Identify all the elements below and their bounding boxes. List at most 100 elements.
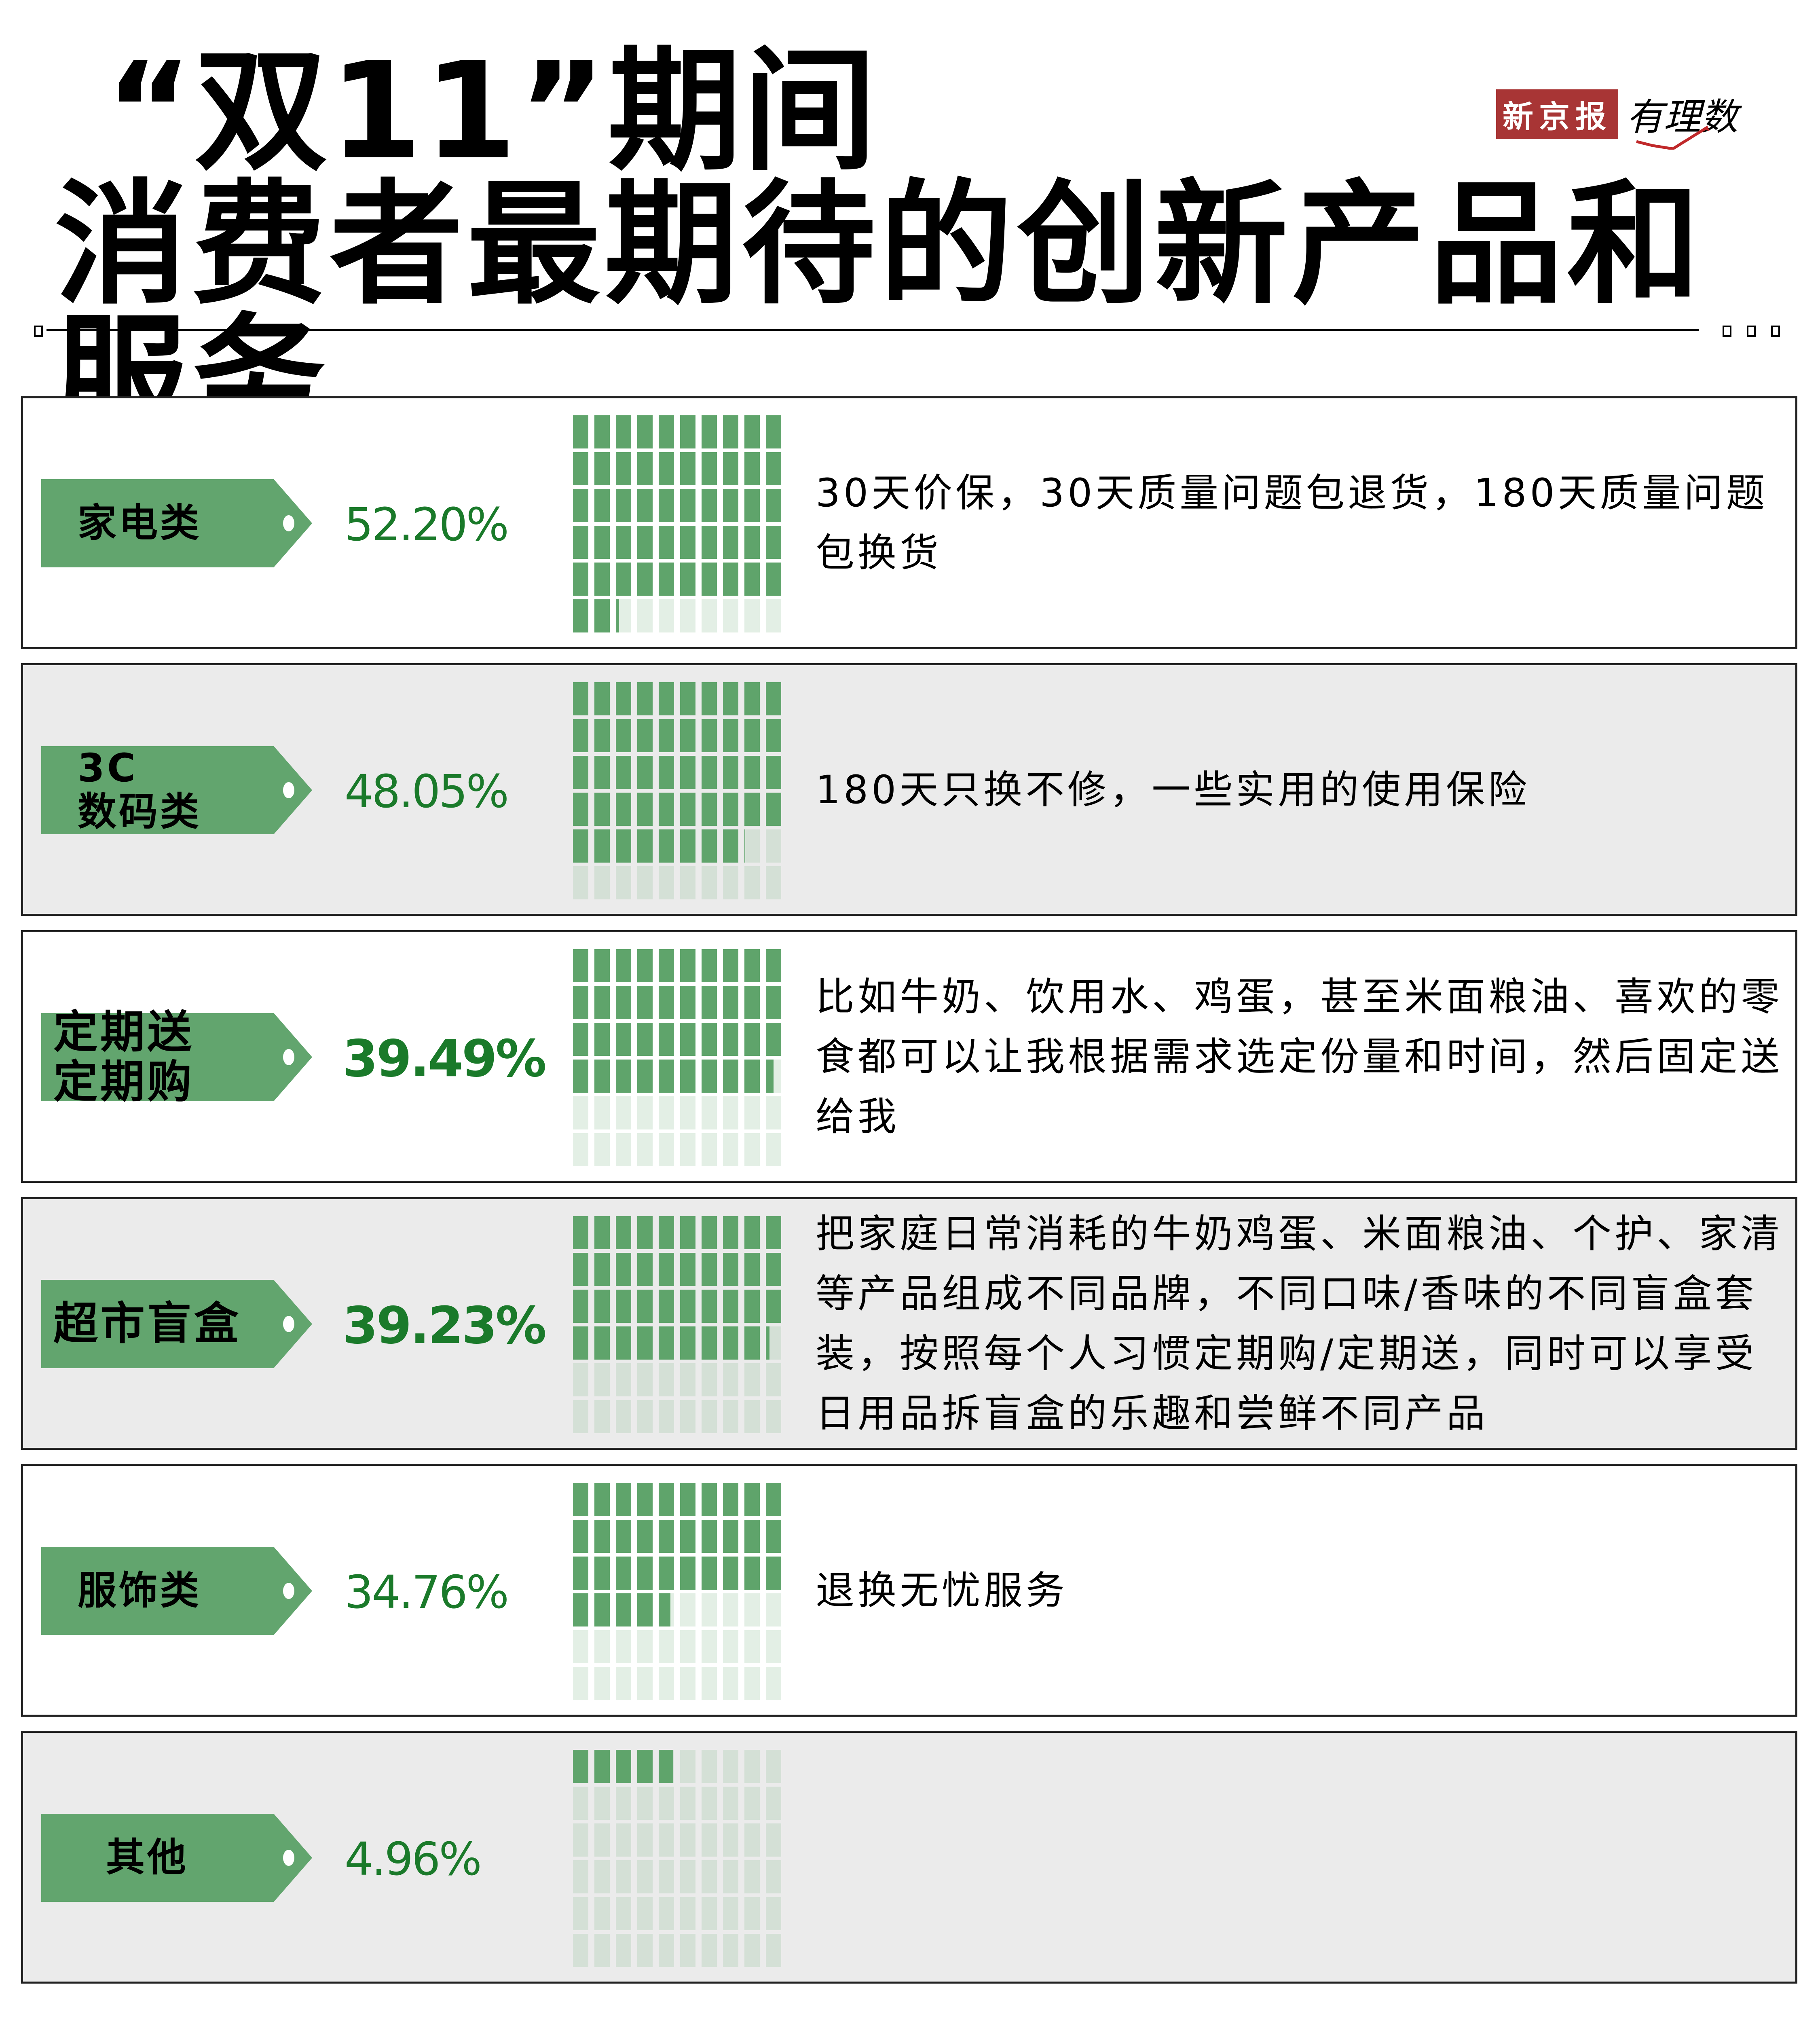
waffle-cell bbox=[766, 1630, 781, 1663]
waffle-cell bbox=[766, 1557, 781, 1590]
description-text: 比如牛奶、饮用水、鸡蛋，甚至米面粮油、喜欢的零食都可以让我根据需求选定份量和时间… bbox=[816, 932, 1794, 1181]
waffle-cell bbox=[637, 1400, 653, 1433]
description-content: 退换无忧服务 bbox=[816, 1567, 1068, 1613]
waffle-cell bbox=[659, 1557, 674, 1590]
waffle-grid bbox=[573, 415, 781, 632]
waffle-cell bbox=[616, 719, 631, 752]
waffle-cell bbox=[637, 1253, 653, 1286]
waffle-fill bbox=[616, 756, 631, 789]
waffle-cell bbox=[659, 866, 674, 899]
waffle-cell bbox=[744, 1483, 760, 1516]
waffle-cell bbox=[680, 1253, 695, 1286]
waffle-fill bbox=[744, 452, 760, 485]
waffle-cell bbox=[680, 1667, 695, 1700]
waffle-fill bbox=[744, 1326, 760, 1360]
category-label: 其他 bbox=[106, 1835, 188, 1880]
waffle-fill bbox=[744, 1023, 760, 1056]
waffle-cell bbox=[744, 1290, 760, 1323]
waffle-cell bbox=[659, 1400, 674, 1433]
description-text: 把家庭日常消耗的牛奶鸡蛋、米面粮油、个护、家清等产品组成不同品牌，不同口味/香味… bbox=[816, 1199, 1794, 1448]
waffle-cell bbox=[594, 1860, 610, 1893]
waffle-cell bbox=[594, 986, 610, 1019]
waffle-cell bbox=[766, 1133, 781, 1166]
waffle-fill bbox=[744, 1557, 760, 1590]
waffle-cell bbox=[702, 1290, 717, 1323]
waffle-fill bbox=[573, 563, 588, 596]
waffle-cell bbox=[637, 986, 653, 1019]
waffle-cell bbox=[723, 1897, 738, 1930]
waffle-fill bbox=[680, 1253, 695, 1286]
waffle-cell bbox=[702, 1557, 717, 1590]
waffle-fill bbox=[616, 1557, 631, 1590]
waffle-fill bbox=[659, 1253, 674, 1286]
waffle-cell bbox=[659, 1787, 674, 1820]
waffle-cell bbox=[723, 1216, 738, 1249]
waffle-cell bbox=[680, 1934, 695, 1967]
waffle-cell bbox=[594, 1253, 610, 1286]
waffle-cell bbox=[616, 1897, 631, 1930]
waffle-fill bbox=[680, 756, 695, 789]
waffle-cell bbox=[616, 1934, 631, 1967]
waffle-cell bbox=[659, 1060, 674, 1093]
waffle-cell bbox=[680, 1363, 695, 1396]
waffle-fill bbox=[573, 452, 588, 485]
waffle-fill bbox=[723, 1060, 738, 1093]
waffle-fill bbox=[616, 489, 631, 522]
waffle-fill bbox=[573, 1253, 588, 1286]
waffle-cell bbox=[573, 1934, 588, 1967]
waffle-cell bbox=[594, 599, 610, 632]
waffle-cell bbox=[723, 1667, 738, 1700]
waffle-fill bbox=[573, 1557, 588, 1590]
description-content: 180天只换不修，一些实用的使用保险 bbox=[816, 767, 1530, 812]
waffle-fill bbox=[766, 1290, 781, 1323]
waffle-fill bbox=[637, 1520, 653, 1553]
waffle-fill bbox=[680, 452, 695, 485]
waffle-fill bbox=[680, 415, 695, 448]
waffle-cell bbox=[637, 1290, 653, 1323]
waffle-fill bbox=[680, 1290, 695, 1323]
waffle-fill bbox=[766, 793, 781, 826]
waffle-fill bbox=[594, 415, 610, 448]
waffle-fill bbox=[766, 415, 781, 448]
tag-shape-icon bbox=[41, 479, 312, 567]
waffle-cell bbox=[680, 1557, 695, 1590]
waffle-cell bbox=[744, 1750, 760, 1783]
waffle-cell bbox=[723, 1326, 738, 1360]
waffle-cell bbox=[637, 1667, 653, 1700]
waffle-cell bbox=[659, 1823, 674, 1857]
waffle-fill bbox=[702, 1023, 717, 1056]
waffle-cell bbox=[766, 866, 781, 899]
waffle-cell bbox=[616, 1860, 631, 1893]
waffle-fill bbox=[573, 829, 588, 863]
waffle-cell bbox=[680, 1483, 695, 1516]
waffle-cell bbox=[616, 1667, 631, 1700]
waffle-cell bbox=[723, 756, 738, 789]
waffle-cell bbox=[659, 489, 674, 522]
waffle-fill bbox=[573, 1290, 588, 1323]
waffle-cell bbox=[680, 682, 695, 715]
waffle-grid bbox=[573, 682, 781, 899]
waffle-fill bbox=[766, 1326, 769, 1360]
waffle-fill bbox=[637, 1253, 653, 1286]
waffle-cell bbox=[702, 1630, 717, 1663]
description-text: 180天只换不修，一些实用的使用保险 bbox=[816, 665, 1794, 914]
waffle-cell bbox=[637, 1096, 653, 1129]
waffle-cell bbox=[594, 1787, 610, 1820]
waffle-cell bbox=[616, 949, 631, 982]
waffle-fill bbox=[702, 793, 717, 826]
waffle-cell bbox=[594, 1290, 610, 1323]
waffle-cell bbox=[744, 1787, 760, 1820]
waffle-cell bbox=[616, 526, 631, 559]
tag-shape-icon bbox=[41, 1013, 312, 1101]
waffle-grid bbox=[573, 1216, 781, 1433]
waffle-cell bbox=[616, 489, 631, 522]
waffle-cell bbox=[659, 1520, 674, 1553]
waffle-cell bbox=[637, 1216, 653, 1249]
waffle-cell bbox=[594, 1133, 610, 1166]
waffle-cell bbox=[616, 1253, 631, 1286]
waffle-cell bbox=[573, 949, 588, 982]
waffle-fill bbox=[594, 1326, 610, 1360]
category-tag: 3C 数码类 bbox=[41, 746, 312, 834]
waffle-fill bbox=[680, 1483, 695, 1516]
waffle-fill bbox=[659, 1290, 674, 1323]
